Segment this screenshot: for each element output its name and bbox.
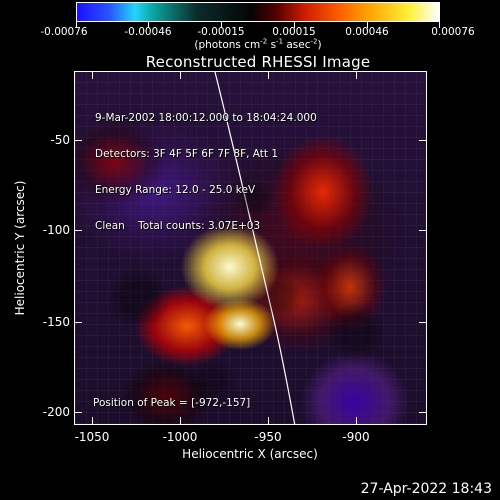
units-s: s bbox=[267, 39, 277, 51]
colorbar-label: -0.00076 bbox=[40, 26, 88, 38]
x-axis-label: -1000 bbox=[162, 430, 198, 444]
colorbar-label: 0.00046 bbox=[345, 26, 389, 38]
colorbar-tick bbox=[221, 22, 222, 28]
y-axis-label: -50 bbox=[50, 133, 70, 147]
x-axis-tick bbox=[356, 417, 357, 425]
colorbar-label: -0.00015 bbox=[197, 26, 245, 38]
colorbar-label: 0.00015 bbox=[272, 26, 316, 38]
y-axis-tick bbox=[74, 230, 82, 231]
y-axis-tick bbox=[74, 140, 82, 141]
x-axis-tick bbox=[268, 417, 269, 425]
x-axis-tick bbox=[180, 417, 181, 425]
x-axis-tick bbox=[268, 71, 269, 79]
units-prefix: (photons cm bbox=[194, 39, 261, 51]
x-axis-title: Heliocentric X (arcsec) bbox=[182, 447, 318, 461]
y-axis-tick bbox=[419, 140, 427, 141]
colorbar-tick bbox=[294, 22, 295, 28]
image-title: Reconstructed RHESSI Image bbox=[145, 53, 371, 71]
solar-limb-line bbox=[214, 72, 296, 424]
colorbar-label: -0.00046 bbox=[124, 26, 172, 38]
clean-total-counts: Clean Total counts: 3.07E+03 bbox=[95, 220, 261, 232]
colorbar-tick bbox=[439, 22, 440, 28]
colorbar bbox=[76, 2, 440, 22]
x-axis-tick bbox=[92, 71, 93, 79]
x-axis-tick bbox=[356, 71, 357, 79]
y-axis-tick bbox=[419, 230, 427, 231]
rhessi-image bbox=[74, 71, 427, 425]
time-range: 9-Mar-2002 18:00:12.000 to 18:04:24.000 bbox=[95, 112, 317, 124]
detectors: Detectors: 3F 4F 5F 6F 7F 8F, Att 1 bbox=[95, 148, 279, 160]
units-asec-exponent: -2 bbox=[310, 37, 318, 46]
colorbar-label: 0.00076 bbox=[431, 26, 475, 38]
energy-range: Energy Range: 12.0 - 25.0 keV bbox=[95, 184, 256, 196]
colorbar-units: (photons cm-2 s-1 asec-2) bbox=[194, 37, 322, 51]
y-axis-tick bbox=[419, 322, 427, 323]
peak-position: Position of Peak = [-972,-157] bbox=[93, 397, 251, 409]
colorbar-tick bbox=[76, 22, 77, 28]
y-axis-label: -100 bbox=[42, 223, 70, 237]
y-axis-label: -200 bbox=[42, 405, 70, 419]
y-axis-label: -150 bbox=[42, 315, 70, 329]
x-axis-label: -1050 bbox=[74, 430, 110, 444]
units-s-exponent: -1 bbox=[276, 37, 284, 46]
colorbar-tick bbox=[367, 22, 368, 28]
x-axis-label: -950 bbox=[254, 430, 282, 444]
units-asec: asec bbox=[283, 39, 311, 51]
x-axis-tick bbox=[92, 417, 93, 425]
y-axis-tick bbox=[74, 322, 82, 323]
y-axis-tick bbox=[74, 412, 82, 413]
x-axis-tick bbox=[180, 71, 181, 79]
units-cm-exponent: -2 bbox=[260, 37, 268, 46]
render-timestamp: 27-Apr-2022 18:43 bbox=[360, 481, 492, 497]
y-axis-title: Heliocentric Y (arcsec) bbox=[13, 180, 27, 316]
colorbar-tick bbox=[148, 22, 149, 28]
units-suffix: ) bbox=[317, 39, 322, 51]
y-axis-tick bbox=[419, 412, 427, 413]
x-axis-label: -900 bbox=[342, 430, 370, 444]
observation-info: 9-Mar-2002 18:00:12.000 to 18:04:24.000 … bbox=[95, 88, 317, 244]
